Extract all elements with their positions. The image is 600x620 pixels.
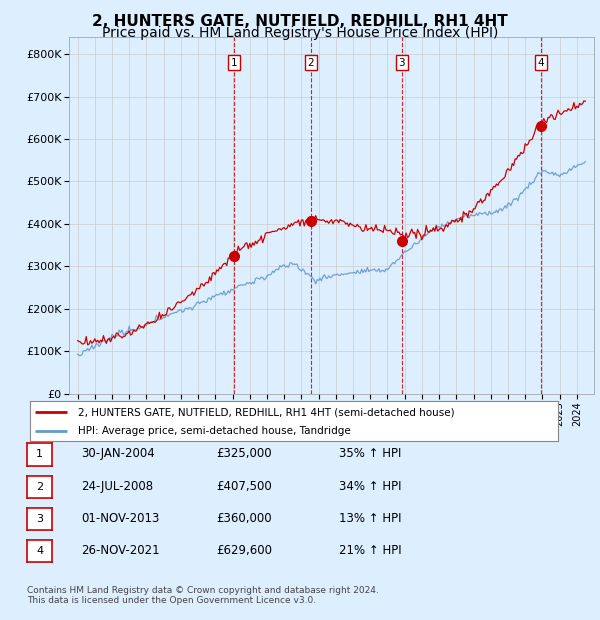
Text: 34% ↑ HPI: 34% ↑ HPI xyxy=(339,480,401,492)
Text: 30-JAN-2004: 30-JAN-2004 xyxy=(81,448,155,460)
Text: 4: 4 xyxy=(538,58,544,68)
Text: 1: 1 xyxy=(36,450,43,459)
Text: £325,000: £325,000 xyxy=(216,448,272,460)
Text: 2, HUNTERS GATE, NUTFIELD, REDHILL, RH1 4HT: 2, HUNTERS GATE, NUTFIELD, REDHILL, RH1 … xyxy=(92,14,508,29)
Text: 35% ↑ HPI: 35% ↑ HPI xyxy=(339,448,401,460)
Text: 2: 2 xyxy=(308,58,314,68)
Text: 2, HUNTERS GATE, NUTFIELD, REDHILL, RH1 4HT (semi-detached house): 2, HUNTERS GATE, NUTFIELD, REDHILL, RH1 … xyxy=(77,407,454,417)
Text: 13% ↑ HPI: 13% ↑ HPI xyxy=(339,512,401,525)
Text: 3: 3 xyxy=(36,514,43,524)
Text: £629,600: £629,600 xyxy=(216,544,272,557)
Text: £360,000: £360,000 xyxy=(216,512,272,525)
Text: £407,500: £407,500 xyxy=(216,480,272,492)
Text: Price paid vs. HM Land Registry's House Price Index (HPI): Price paid vs. HM Land Registry's House … xyxy=(102,26,498,40)
Text: 26-NOV-2021: 26-NOV-2021 xyxy=(81,544,160,557)
Text: Contains HM Land Registry data © Crown copyright and database right 2024.
This d: Contains HM Land Registry data © Crown c… xyxy=(27,586,379,605)
Text: 3: 3 xyxy=(398,58,405,68)
Text: 1: 1 xyxy=(230,58,237,68)
Text: 01-NOV-2013: 01-NOV-2013 xyxy=(81,512,160,525)
Text: 4: 4 xyxy=(36,546,43,556)
Text: 24-JUL-2008: 24-JUL-2008 xyxy=(81,480,153,492)
Text: HPI: Average price, semi-detached house, Tandridge: HPI: Average price, semi-detached house,… xyxy=(77,427,350,436)
Text: 2: 2 xyxy=(36,482,43,492)
Text: 21% ↑ HPI: 21% ↑ HPI xyxy=(339,544,401,557)
